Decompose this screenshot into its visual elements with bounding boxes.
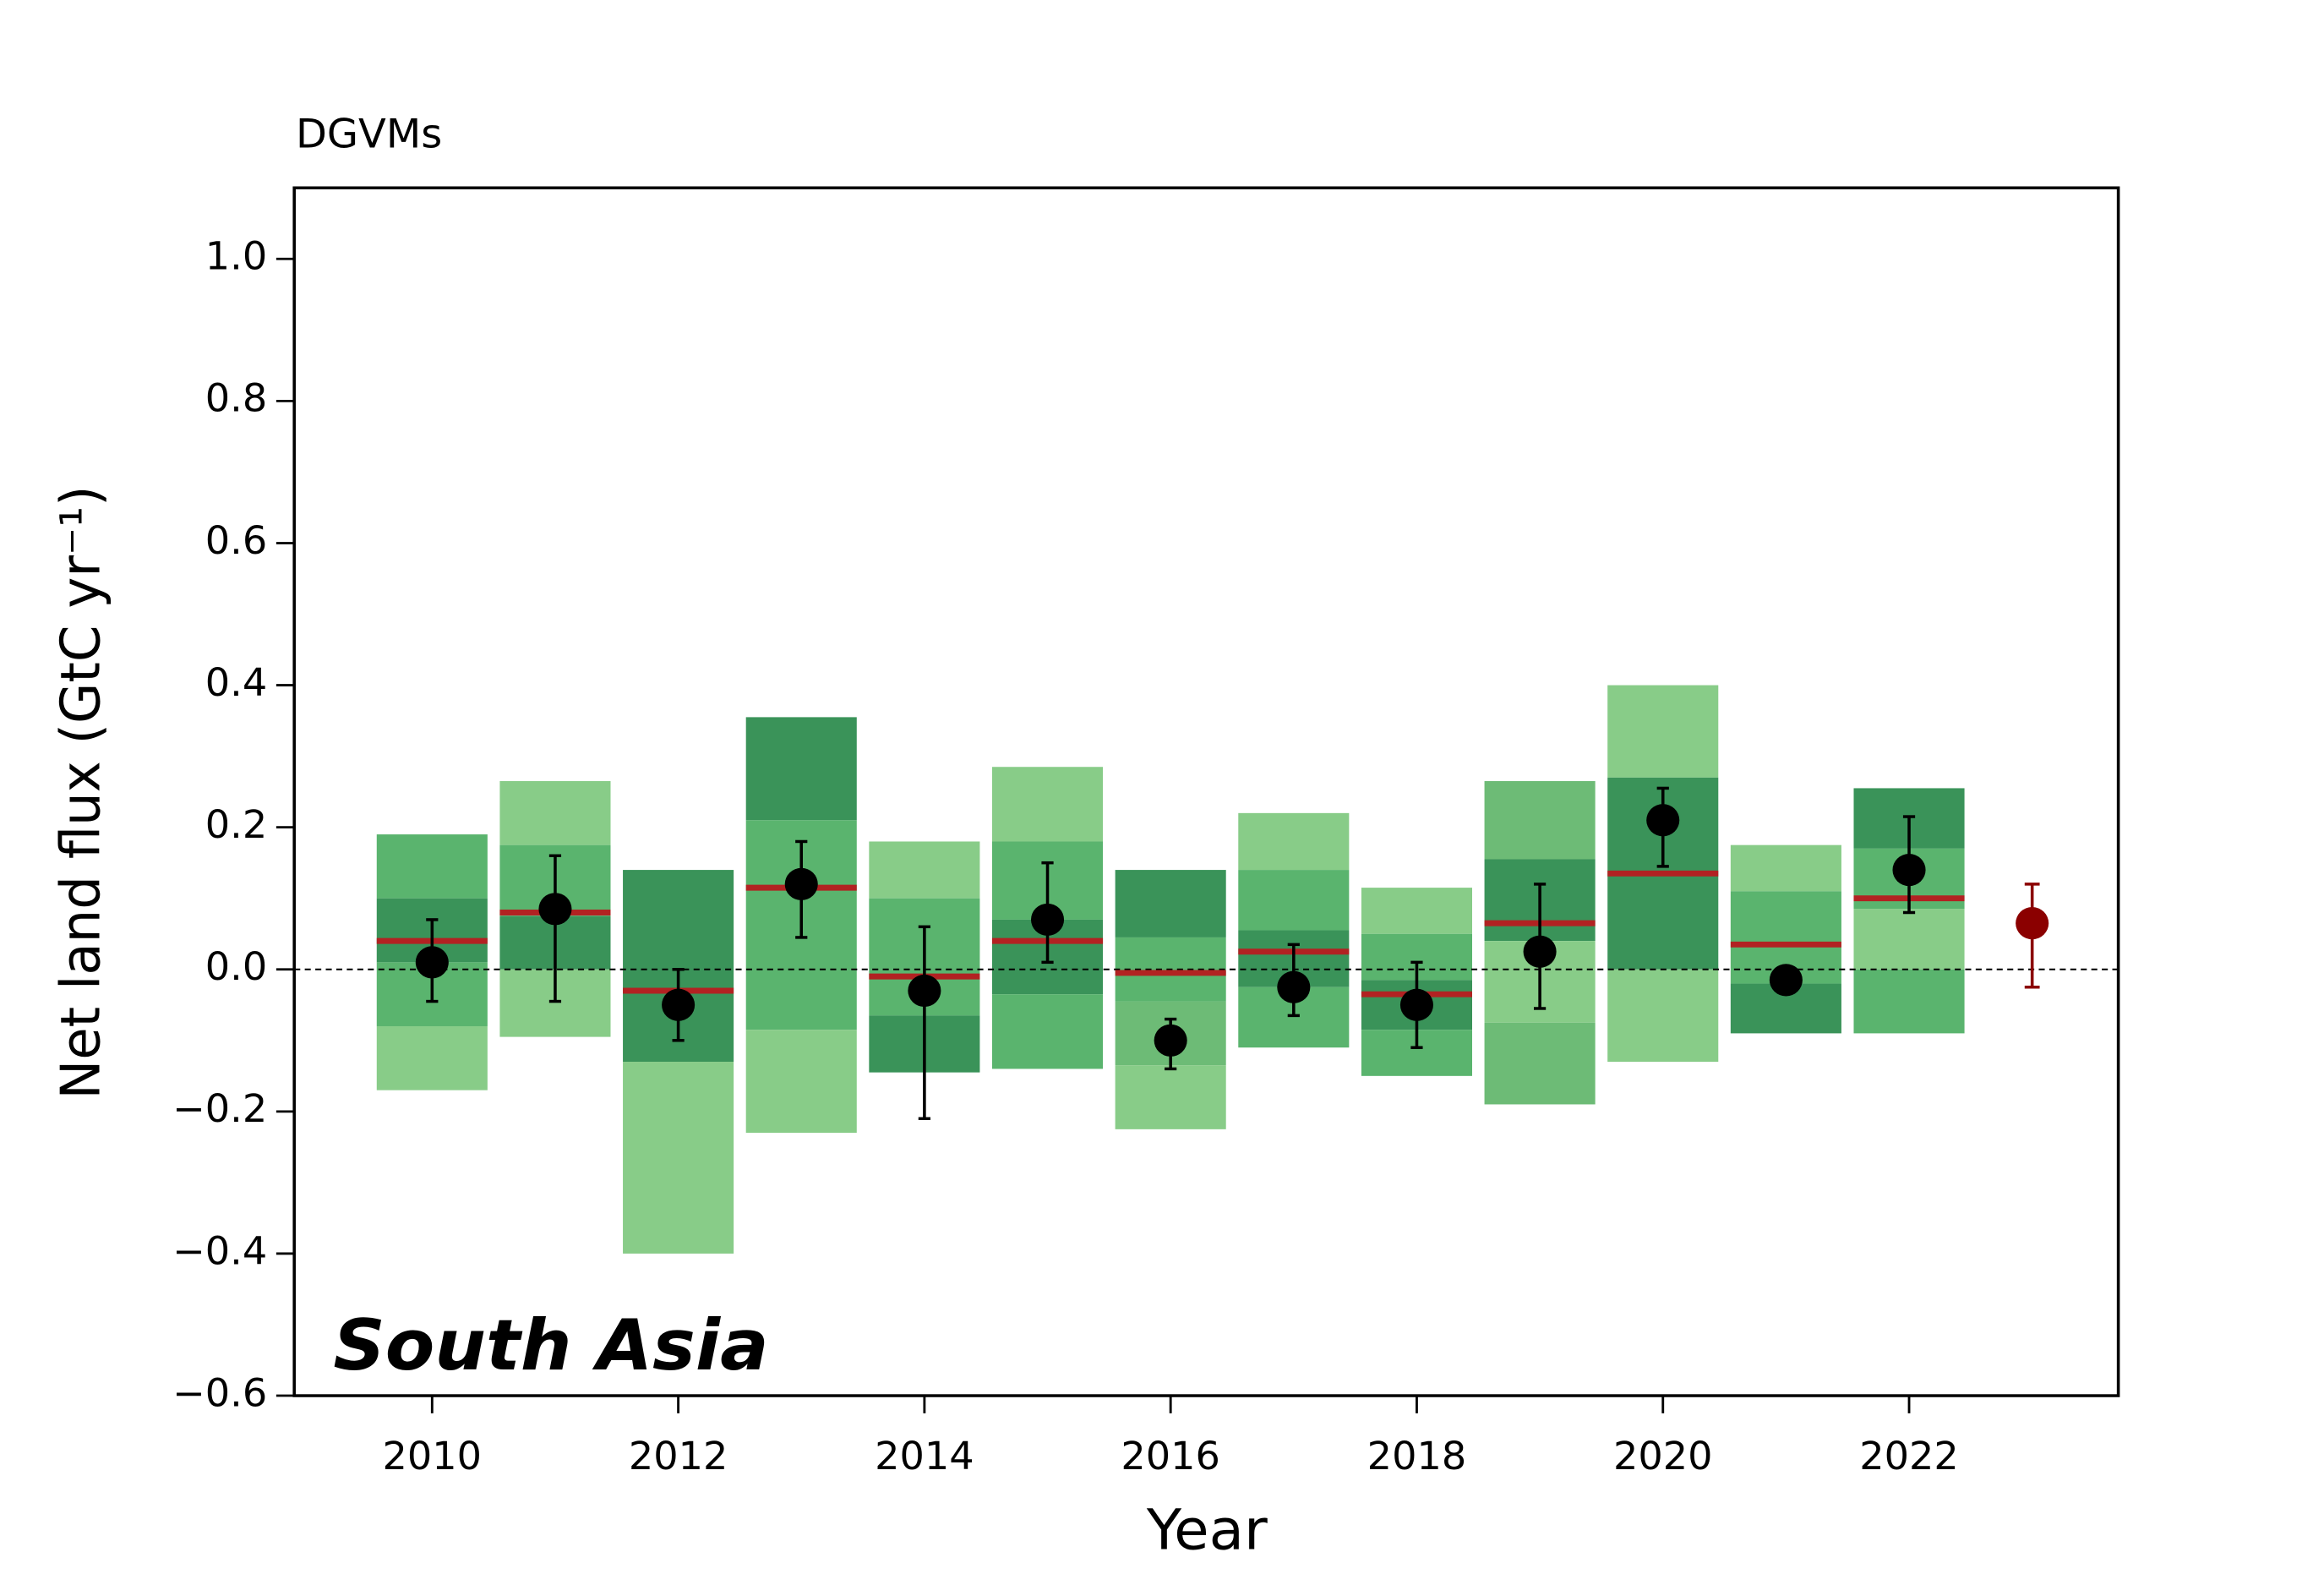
- projection-dot: [2016, 907, 2049, 940]
- range-box: [1607, 685, 1719, 778]
- range-box: [1115, 1065, 1226, 1129]
- range-box: [991, 767, 1104, 842]
- range-box: [1361, 888, 1472, 934]
- mean-dot: [538, 893, 572, 926]
- error-bar: [548, 854, 562, 1003]
- chart-title: DGVMs: [296, 112, 442, 157]
- mean-dot: [1523, 935, 1557, 968]
- mean-dot: [1030, 903, 1065, 937]
- mean-dot: [1277, 970, 1311, 1003]
- x-tick-label: 2022: [1859, 1435, 1959, 1478]
- y-tick-label: 0.0: [205, 945, 267, 989]
- x-tick-label: 2018: [1367, 1435, 1467, 1478]
- y-tick-label: 1.0: [205, 234, 267, 278]
- plot-frame: [292, 186, 2120, 1397]
- range-box: [499, 781, 611, 845]
- mean-dot: [908, 974, 941, 1008]
- range-box: [1607, 969, 1719, 1063]
- x-tick-label: 2014: [875, 1435, 974, 1478]
- y-tick-label: 0.8: [205, 376, 267, 420]
- range-box: [1853, 909, 1965, 970]
- mean-dot: [784, 867, 818, 900]
- y-tick-label: 0.4: [205, 660, 267, 704]
- range-box: [745, 717, 857, 821]
- x-tick-label: 2010: [383, 1435, 483, 1478]
- mean-dot: [1769, 964, 1803, 997]
- mean-dot: [1154, 1024, 1187, 1057]
- mean-dot: [1892, 853, 1926, 887]
- range-box: [745, 1030, 857, 1134]
- x-axis-label: Year: [1146, 1497, 1268, 1562]
- y-tick-label: −0.4: [172, 1229, 267, 1273]
- range-box: [1238, 812, 1350, 871]
- range-box: [1115, 870, 1226, 937]
- range-box: [1484, 1022, 1596, 1105]
- y-axis-label: Net land flux (GtC yr⁻¹): [49, 485, 112, 1099]
- y-tick-label: −0.6: [172, 1371, 267, 1415]
- error-bar: [918, 925, 930, 1120]
- y-tick-label: 0.2: [205, 802, 267, 846]
- range-box: [1238, 870, 1350, 931]
- mean-dot: [415, 946, 449, 979]
- region-label: South Asia: [333, 1304, 768, 1386]
- range-box: [1730, 844, 1841, 892]
- x-tick-label: 2020: [1613, 1435, 1713, 1478]
- range-box: [991, 994, 1104, 1069]
- range-box: [1484, 781, 1596, 860]
- y-tick-label: −0.2: [172, 1087, 267, 1131]
- range-box: [1853, 969, 1965, 1034]
- range-box: [376, 834, 488, 899]
- mean-dot: [662, 988, 696, 1021]
- mean-dot: [1646, 804, 1680, 837]
- range-box: [623, 1062, 734, 1254]
- x-tick-label: 2016: [1121, 1435, 1220, 1478]
- range-box: [376, 1025, 488, 1090]
- mean-dot: [1399, 988, 1433, 1021]
- y-tick-label: 0.6: [205, 518, 267, 562]
- range-box: [869, 841, 980, 899]
- x-tick-label: 2012: [629, 1435, 728, 1478]
